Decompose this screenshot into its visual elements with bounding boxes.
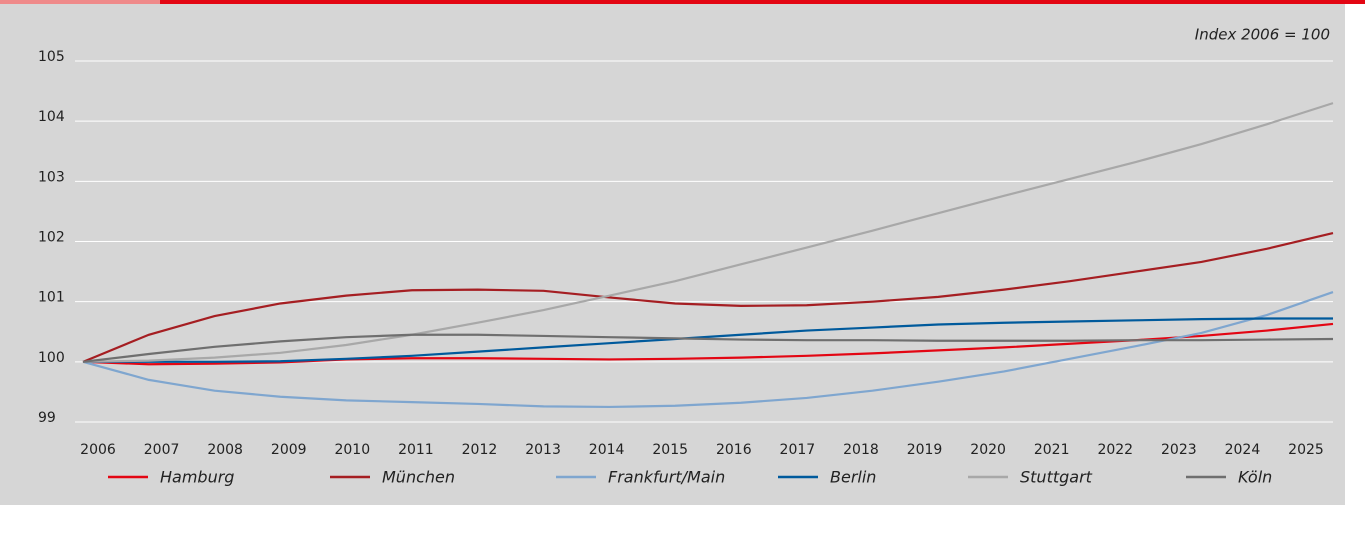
series-line [82, 333, 1334, 363]
x-tick-label: 2006 [80, 442, 116, 458]
top-bar [0, 0, 1365, 4]
legend-label: Hamburg [160, 468, 234, 487]
x-tick-label: 2009 [271, 442, 307, 458]
x-tick-label: 2011 [398, 442, 434, 458]
x-tick-label: 2015 [652, 442, 688, 458]
x-tick-label: 2021 [1034, 442, 1070, 458]
series-line [83, 317, 1333, 363]
background [0, 0, 1345, 505]
legend-label: Stuttgart [1020, 468, 1093, 487]
x-tick-label: 2025 [1288, 442, 1324, 458]
y-tick-label: 105 [38, 49, 65, 65]
x-tick-label: 2016 [716, 442, 752, 458]
x-tick-label: 2008 [207, 442, 243, 458]
y-tick-label: 100 [38, 350, 65, 366]
annotation: Index 2006 = 100 [1195, 26, 1330, 44]
x-tick-label: 2022 [1097, 442, 1133, 458]
y-tick-label: 101 [38, 290, 65, 306]
x-tick-label: 2010 [334, 442, 370, 458]
top-bar-accent [0, 0, 160, 4]
y-tick-label: 103 [38, 169, 65, 185]
x-tick-label: 2019 [907, 442, 943, 458]
x-tick-label: 2012 [462, 442, 498, 458]
series-line [82, 232, 1334, 363]
legend-label: Berlin [830, 468, 876, 487]
y-tick-label: 104 [38, 109, 65, 125]
x-tick-label: 2023 [1161, 442, 1197, 458]
legend-label: Frankfurt/Main [608, 468, 725, 487]
legend-label: Köln [1238, 468, 1272, 487]
x-tick-label: 2014 [589, 442, 625, 458]
x-tick-label: 2017 [780, 442, 816, 458]
y-tick-label: 102 [38, 230, 65, 246]
y-tick-label: 99 [38, 410, 56, 426]
x-tick-label: 2013 [525, 442, 561, 458]
x-tick-label: 2018 [843, 442, 879, 458]
series-line [82, 291, 1334, 409]
x-tick-label: 2024 [1225, 442, 1261, 458]
x-tick-label: 2007 [144, 442, 180, 458]
series-line [82, 102, 1334, 363]
x-tick-label: 2020 [970, 442, 1006, 458]
legend-label: München [382, 468, 455, 487]
